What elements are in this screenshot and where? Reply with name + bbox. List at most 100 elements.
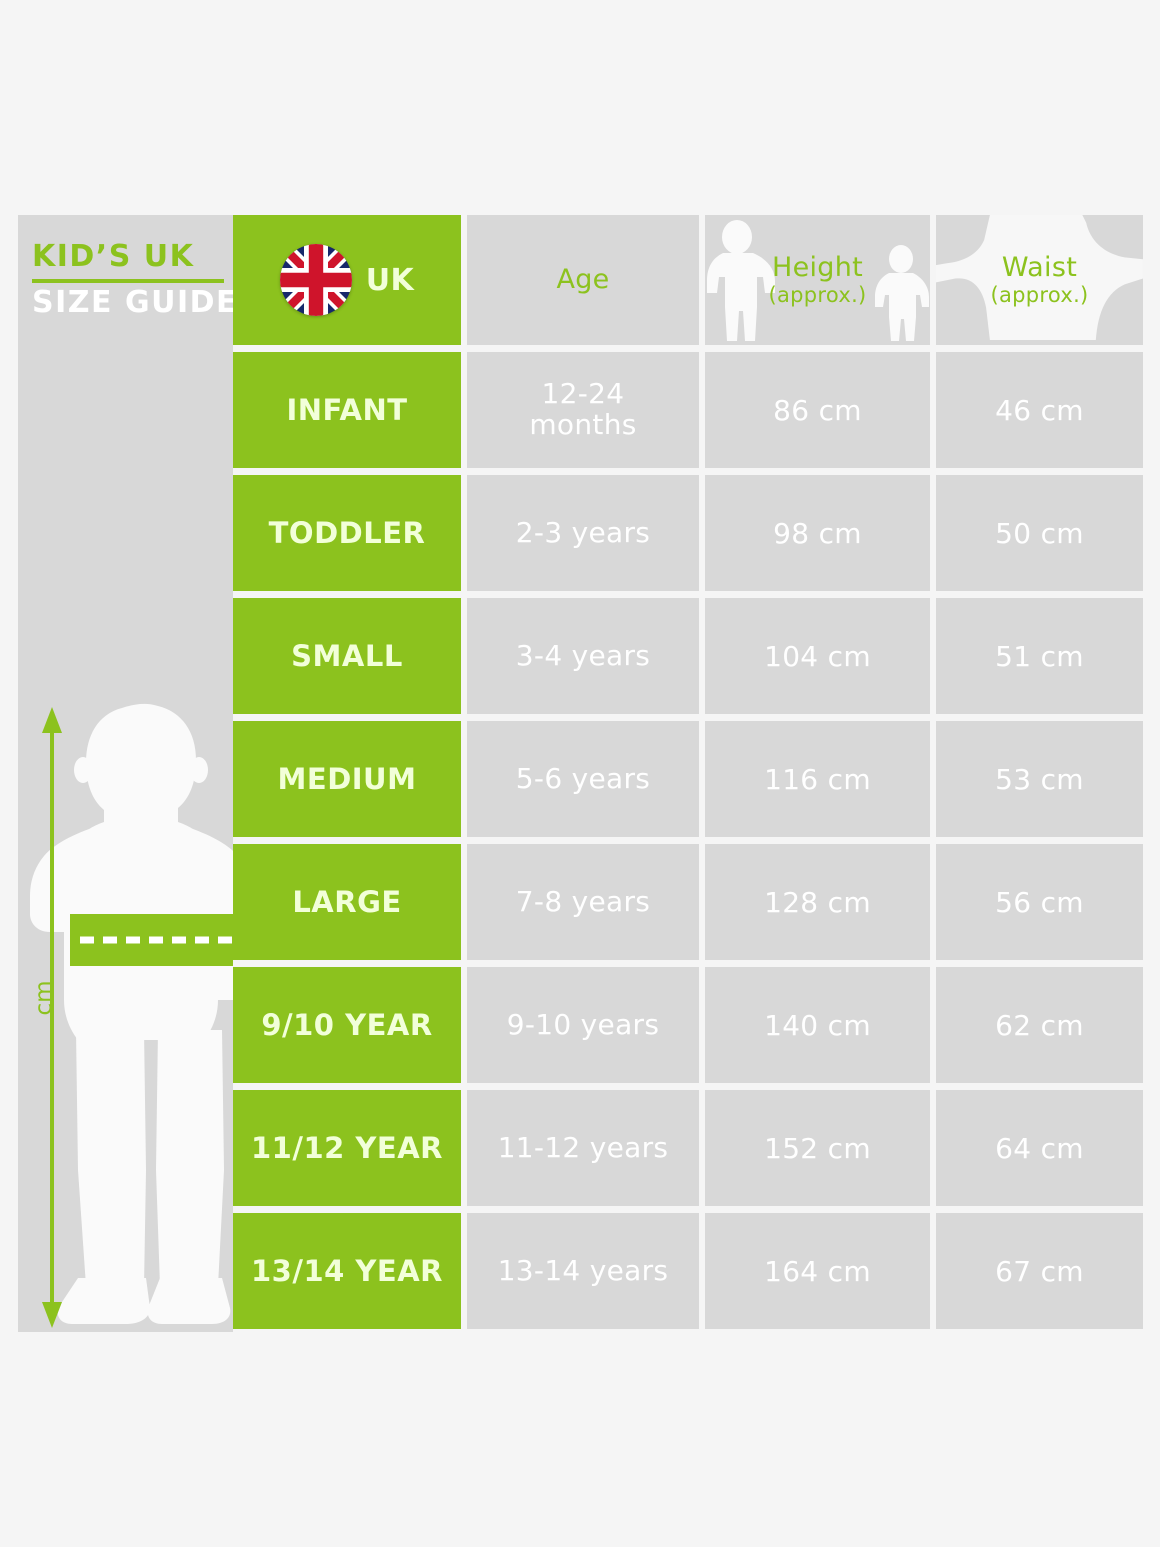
- cell-age-7: 13-14 years: [467, 1213, 699, 1329]
- cell-size-2: SMALL: [233, 598, 461, 714]
- header-cell-age: Age: [467, 215, 699, 345]
- table-row: INFANT 12-24 months 86 cm 46 cm: [233, 352, 1143, 468]
- cell-size-4-text: LARGE: [292, 885, 402, 919]
- cell-age-line1: 5-6 years: [515, 761, 651, 795]
- cell-waist-4-text: 56 cm: [995, 885, 1084, 919]
- cell-size-5-text: 9/10 YEAR: [261, 1008, 433, 1042]
- cell-size-0-text: INFANT: [286, 393, 408, 427]
- cell-waist-4: 56 cm: [936, 844, 1143, 960]
- cell-waist-2-text: 51 cm: [995, 639, 1084, 673]
- cell-waist-5: 62 cm: [936, 967, 1143, 1083]
- cell-age-6: 11-12 years: [467, 1090, 699, 1206]
- cell-age-line1: 3-4 years: [515, 638, 651, 672]
- cell-height-3-text: 116 cm: [764, 762, 871, 796]
- cell-size-1: TODDLER: [233, 475, 461, 591]
- cell-height-6-text: 152 cm: [764, 1131, 871, 1165]
- cell-size-6: 11/12 YEAR: [233, 1090, 461, 1206]
- cell-waist-6-text: 64 cm: [995, 1131, 1084, 1165]
- cell-age-line1: 13-14 years: [497, 1253, 669, 1287]
- table-row: 9/10 YEAR 9-10 years 140 cm 62 cm: [233, 967, 1143, 1083]
- cell-size-6-text: 11/12 YEAR: [251, 1131, 443, 1165]
- cell-waist-0-text: 46 cm: [995, 393, 1084, 427]
- header-waist-label: Waist (approx.): [990, 252, 1088, 307]
- cell-height-2: 104 cm: [705, 598, 930, 714]
- cell-age-text: 9-10 years: [506, 1007, 660, 1041]
- cell-height-0-text: 86 cm: [773, 393, 862, 427]
- cm-axis-label: cm: [31, 980, 57, 1016]
- cell-waist-3-text: 53 cm: [995, 762, 1084, 796]
- cell-waist-7: 67 cm: [936, 1213, 1143, 1329]
- cell-waist-1-text: 50 cm: [995, 516, 1084, 550]
- header-waist-main: Waist: [1001, 252, 1078, 284]
- cell-height-5: 140 cm: [705, 967, 930, 1083]
- cell-height-4-text: 128 cm: [764, 885, 871, 919]
- table-row: LARGE 7-8 years 128 cm 56 cm: [233, 844, 1143, 960]
- cell-size-0: INFANT: [233, 352, 461, 468]
- cell-height-3: 116 cm: [705, 721, 930, 837]
- cell-age-1: 2-3 years: [467, 475, 699, 591]
- table-body: INFANT 12-24 months 86 cm 46 cm TODDLER 2-3 ye…: [233, 352, 1143, 1329]
- cell-age-line1: 12-24: [541, 377, 625, 411]
- cell-age-4: 7-8 years: [467, 844, 699, 960]
- cell-age-text: 12-24 months: [529, 377, 637, 441]
- title-divider: [32, 278, 224, 283]
- cell-age-text: 2-3 years: [515, 515, 651, 549]
- cell-size-1-text: TODDLER: [268, 516, 426, 550]
- header-cell-waist: Waist (approx.): [936, 215, 1143, 345]
- cell-waist-5-text: 62 cm: [995, 1008, 1084, 1042]
- table-row: 11/12 YEAR 11-12 years 152 cm 64 cm: [233, 1090, 1143, 1206]
- cell-age-3: 5-6 years: [467, 721, 699, 837]
- row-divider: [233, 345, 1143, 352]
- cell-age-text: 7-8 years: [515, 884, 651, 918]
- table-header-row: UK Age Height (approx.): [233, 215, 1143, 345]
- cell-size-5: 9/10 YEAR: [233, 967, 461, 1083]
- cell-age-0: 12-24 months: [467, 352, 699, 468]
- header-waist-sub: (approx.): [990, 283, 1089, 308]
- cell-height-1: 98 cm: [705, 475, 930, 591]
- height-arrow-icon: [42, 707, 62, 1328]
- row-divider: [233, 468, 1143, 475]
- size-table: UK Age Height (approx.): [233, 215, 1143, 1332]
- row-divider: [233, 591, 1143, 598]
- cell-age-text: 3-4 years: [515, 638, 651, 672]
- row-divider: [233, 960, 1143, 967]
- cell-age-line1: 7-8 years: [515, 884, 651, 918]
- cell-size-7-text: 13/14 YEAR: [251, 1254, 443, 1288]
- child-silhouette-icon: [30, 703, 233, 1324]
- cell-age-line1: 11-12 years: [497, 1130, 669, 1164]
- row-divider: [233, 837, 1143, 844]
- title-line-1: KID’S UK: [32, 239, 195, 274]
- cell-height-6: 152 cm: [705, 1090, 930, 1206]
- header-uk-label: UK: [365, 262, 415, 298]
- cell-height-7-text: 164 cm: [764, 1254, 871, 1288]
- chart-title-block: KID’S UK SIZE GUIDE: [32, 239, 233, 318]
- size-guide-chart: KID’S UK SIZE GUIDE: [18, 215, 1143, 1332]
- cell-waist-2: 51 cm: [936, 598, 1143, 714]
- table-row: MEDIUM 5-6 years 116 cm 53 cm: [233, 721, 1143, 837]
- table-row: SMALL 3-4 years 104 cm 51 cm: [233, 598, 1143, 714]
- cell-size-2-text: SMALL: [291, 639, 403, 673]
- cell-size-3-text: MEDIUM: [277, 762, 417, 796]
- header-height-sub: (approx.): [768, 283, 867, 308]
- table-row: 13/14 YEAR 13-14 years 164 cm 67 cm: [233, 1213, 1143, 1329]
- cell-age-text: 5-6 years: [515, 761, 651, 795]
- cell-height-1-text: 98 cm: [773, 516, 862, 550]
- two-figures-icon: [707, 220, 929, 341]
- row-divider: [233, 714, 1143, 721]
- cell-waist-3: 53 cm: [936, 721, 1143, 837]
- waist-figure-icon: [936, 215, 1143, 341]
- cell-waist-0: 46 cm: [936, 352, 1143, 468]
- uk-flag-icon: [279, 244, 352, 316]
- table-row: TODDLER 2-3 years 98 cm 50 cm: [233, 475, 1143, 591]
- cell-size-7: 13/14 YEAR: [233, 1213, 461, 1329]
- cell-size-3: MEDIUM: [233, 721, 461, 837]
- cell-age-line2: months: [529, 408, 637, 441]
- cell-age-line1: 9-10 years: [506, 1007, 660, 1041]
- cell-height-7: 164 cm: [705, 1213, 930, 1329]
- cell-age-line1: 2-3 years: [515, 515, 651, 549]
- cell-height-0: 86 cm: [705, 352, 930, 468]
- cell-age-text: 11-12 years: [497, 1130, 669, 1164]
- row-divider: [233, 1206, 1143, 1213]
- cell-waist-7-text: 67 cm: [995, 1254, 1084, 1288]
- cell-height-5-text: 140 cm: [764, 1008, 871, 1042]
